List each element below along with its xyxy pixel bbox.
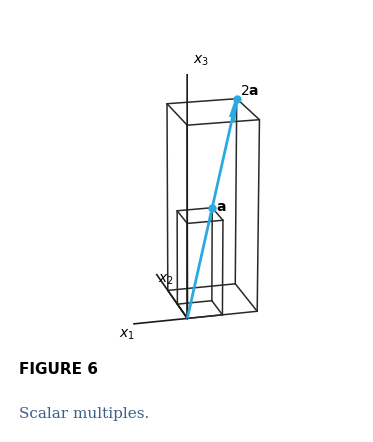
Text: FIGURE 6: FIGURE 6 xyxy=(19,362,98,377)
Text: Scalar multiples.: Scalar multiples. xyxy=(19,407,149,421)
